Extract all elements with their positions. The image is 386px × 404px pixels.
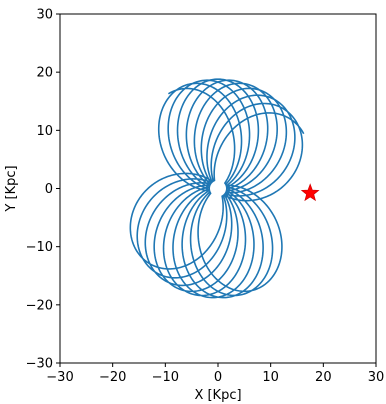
y-tick-label: 30 [36, 8, 53, 23]
y-tick-label: 0 [45, 182, 53, 197]
y-tick-label: −30 [26, 357, 53, 372]
x-tick-label: 0 [214, 370, 222, 385]
x-tick-label: −20 [99, 370, 126, 385]
x-tick-label: 30 [368, 370, 385, 385]
x-tick-label: 10 [262, 370, 279, 385]
marker-layer [210, 180, 320, 202]
y-axis-label: Y [Kpc] [4, 165, 19, 212]
tick-layer: −30 −20 −10 0 10 20 30 −30 −20 −10 0 10 20 30 [26, 8, 385, 386]
x-tick-label: −10 [152, 370, 179, 385]
x-tick-label: −30 [46, 370, 73, 385]
star-marker [300, 183, 320, 202]
y-tick-label: 10 [36, 124, 53, 139]
y-tick-label: −20 [26, 298, 53, 313]
y-tick-label: 20 [36, 66, 53, 81]
orbit-series-0 [129, 78, 305, 299]
center-marker [210, 180, 226, 197]
x-axis-label: X [Kpc] [194, 388, 241, 403]
x-tick-label: 20 [315, 370, 332, 385]
y-tick-label: −10 [26, 240, 53, 255]
orbit-layer [129, 78, 305, 299]
